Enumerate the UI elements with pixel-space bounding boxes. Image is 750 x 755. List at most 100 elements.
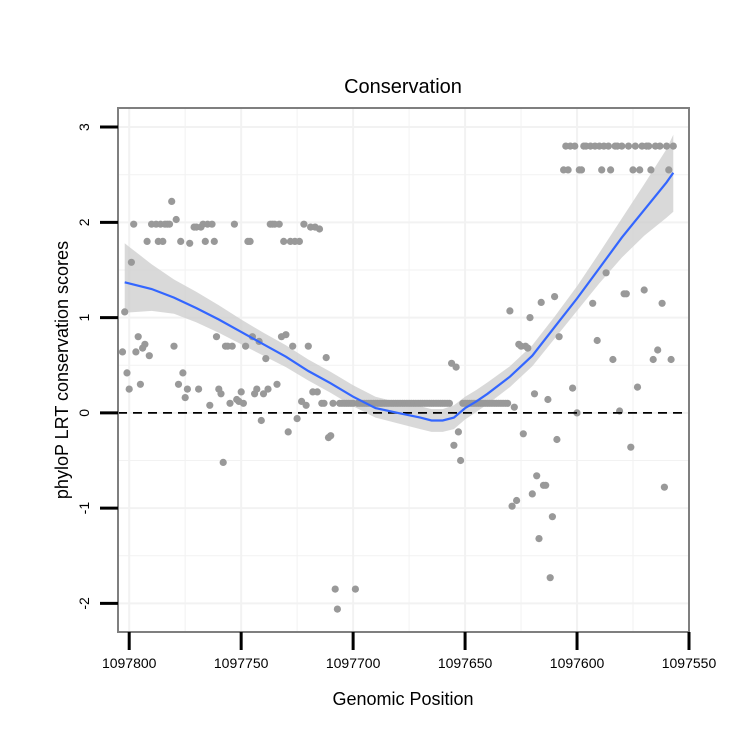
data-point <box>253 385 261 393</box>
data-point <box>535 535 543 543</box>
data-point <box>219 458 227 466</box>
data-point <box>329 399 337 407</box>
y-axis: -2 -1 0 1 2 3 <box>76 123 118 610</box>
data-point <box>118 348 127 356</box>
data-point <box>172 215 180 224</box>
data-point <box>134 333 142 341</box>
x-tick-label: 1097750 <box>214 655 269 671</box>
x-tick-label: 1097550 <box>662 655 717 671</box>
data-point <box>130 220 138 228</box>
data-point <box>136 380 144 388</box>
data-point <box>457 456 465 465</box>
data-point <box>300 220 308 228</box>
data-point <box>159 237 167 245</box>
data-point <box>618 142 626 150</box>
data-point <box>624 142 633 150</box>
data-point <box>544 395 552 404</box>
data-point <box>533 472 541 480</box>
data-point <box>598 166 606 174</box>
data-point <box>609 355 617 364</box>
data-point <box>629 166 637 174</box>
data-point <box>513 496 521 505</box>
data-point <box>589 299 597 307</box>
data-point <box>452 363 460 371</box>
y-tick-label: 0 <box>76 409 92 417</box>
data-point <box>542 481 550 489</box>
data-point <box>206 401 214 409</box>
data-point <box>569 384 577 392</box>
x-tick-label: 1097600 <box>550 655 605 671</box>
panel-background <box>118 108 689 632</box>
data-point <box>165 220 174 228</box>
data-point <box>313 388 321 396</box>
data-point <box>143 237 151 245</box>
data-point <box>593 336 601 345</box>
data-point <box>179 369 187 377</box>
data-point <box>320 399 328 407</box>
data-point <box>622 290 630 298</box>
data-point <box>295 237 303 245</box>
data-point <box>183 385 191 393</box>
data-point <box>530 390 539 398</box>
data-point <box>528 490 536 498</box>
chart-title: Conservation <box>344 76 462 98</box>
data-point <box>177 237 185 245</box>
data-point <box>548 513 557 521</box>
data-point <box>275 220 283 228</box>
data-point <box>555 333 563 341</box>
y-tick-label: 1 <box>76 313 92 321</box>
data-point <box>564 166 572 174</box>
data-point <box>246 237 254 245</box>
plot-panel <box>118 108 689 632</box>
x-axis-label: Genomic Position <box>332 689 473 709</box>
data-point <box>210 237 218 245</box>
smooth-line <box>124 172 675 422</box>
data-point <box>658 299 666 307</box>
y-tick-label: -1 <box>76 502 92 515</box>
data-point <box>201 237 209 245</box>
data-point <box>647 166 655 174</box>
data-point <box>526 314 534 322</box>
data-point <box>289 342 297 350</box>
data-point <box>121 308 129 316</box>
data-point <box>450 441 458 449</box>
data-point <box>553 435 561 444</box>
data-point <box>333 605 341 613</box>
data-point <box>280 237 288 245</box>
y-tick-label: 3 <box>76 123 92 131</box>
confidence-band <box>124 134 674 432</box>
data-point <box>145 352 153 360</box>
data-point <box>519 430 527 438</box>
data-point <box>322 354 330 362</box>
data-point <box>257 416 265 425</box>
data-point <box>242 342 250 350</box>
data-point <box>604 142 613 150</box>
data-point <box>508 502 516 510</box>
data-point <box>304 342 312 350</box>
data-point <box>259 390 268 398</box>
panel-frame <box>117 107 690 633</box>
data-point <box>181 394 189 402</box>
data-point <box>168 197 176 205</box>
data-point <box>228 342 236 350</box>
data-point <box>226 399 234 407</box>
data-point <box>212 333 221 341</box>
data-point <box>186 239 194 247</box>
data-point <box>506 307 514 315</box>
data-point <box>577 166 586 174</box>
data-point <box>174 380 183 388</box>
data-point <box>141 340 149 348</box>
data-point <box>170 342 178 350</box>
data-point <box>195 385 203 393</box>
data-point <box>667 355 675 364</box>
data-point <box>546 574 554 582</box>
data-point <box>660 483 669 491</box>
data-point <box>654 346 662 354</box>
y-axis-label: phyloP LRT conservation scores <box>52 241 72 499</box>
data-point <box>127 258 135 266</box>
data-point <box>607 166 615 174</box>
data-point <box>524 344 532 352</box>
data-point <box>132 348 140 356</box>
